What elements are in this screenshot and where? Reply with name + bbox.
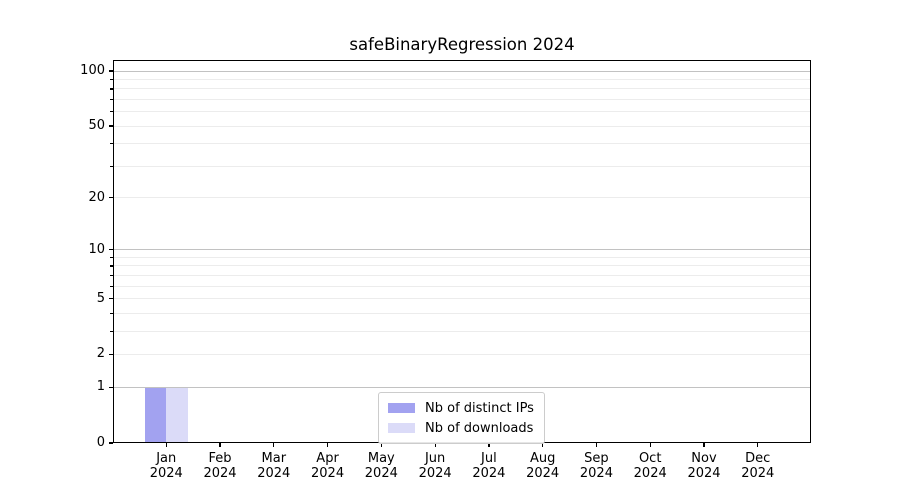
ytick-20: [108, 197, 113, 199]
ytick-10: [108, 249, 113, 251]
xtick-label-jan: Jan 2024: [149, 451, 183, 481]
ytick-label-5: 5: [96, 290, 105, 306]
gridline-y-60: [113, 111, 811, 113]
xtick-label-nov: Nov 2024: [687, 451, 721, 481]
ytick-minor-80: [110, 88, 113, 90]
xtick-label-sep: Sep 2024: [579, 451, 613, 481]
ytick-50: [108, 125, 113, 127]
gridline-y-3: [113, 330, 811, 332]
gridline-y-9: [113, 256, 811, 258]
gridline-y-6: [113, 285, 811, 287]
legend-swatch-downloads: [388, 423, 415, 433]
ytick-label-2: 2: [96, 346, 105, 362]
legend-swatch-distinct-ips: [388, 403, 415, 413]
chart-title: safeBinaryRegression 2024: [349, 35, 575, 54]
bar-nb-of-downloads-jan: [166, 387, 188, 443]
gridline-y-80: [113, 88, 811, 90]
ytick-2: [108, 353, 113, 356]
ytick-label-20: 20: [88, 189, 105, 205]
xtick-label-jun: Jun 2024: [418, 451, 452, 481]
xtick-jul: [488, 443, 490, 447]
ytick-minor-40: [110, 143, 113, 145]
gridline-y-8: [113, 265, 811, 267]
gridline-y-5: [113, 298, 811, 300]
gridline-y-20: [113, 197, 811, 199]
xtick-dec: [757, 443, 759, 447]
gridline-y-30: [113, 165, 811, 167]
ytick-minor-3: [110, 330, 113, 332]
xtick-may: [380, 443, 383, 447]
ytick-label-10: 10: [88, 241, 105, 257]
ytick-minor-9: [110, 256, 113, 259]
gridline-y-50: [113, 125, 811, 127]
xtick-label-may: May 2024: [364, 451, 398, 481]
gridline-y-90: [113, 78, 811, 80]
xtick-sep: [595, 443, 598, 447]
ytick-minor-8: [110, 265, 113, 267]
gridline-y-10: [113, 249, 811, 251]
bar-nb-of-distinct-ips-jan: [144, 387, 167, 443]
gridline-y-100: [113, 70, 811, 72]
ytick-100: [108, 70, 113, 72]
legend-label-distinct-ips: Nb of distinct IPs: [425, 400, 534, 416]
gridline-y-4: [113, 312, 811, 314]
xtick-label-feb: Feb 2024: [203, 451, 237, 481]
legend-item-downloads: Nb of downloads: [388, 418, 534, 438]
gridline-y-2: [113, 353, 811, 355]
xtick-aug: [542, 443, 544, 447]
ytick-minor-70: [110, 98, 113, 101]
xtick-jan: [165, 443, 167, 447]
ytick-minor-6: [110, 285, 113, 287]
ytick-minor-30: [110, 165, 113, 167]
xtick-label-oct: Oct 2024: [633, 451, 667, 481]
gridline-y-7: [113, 274, 811, 276]
xtick-oct: [649, 443, 651, 447]
gridline-y-1: [113, 386, 811, 388]
xtick-jun: [434, 443, 436, 447]
ytick-label-50: 50: [88, 118, 105, 134]
ytick-5: [108, 297, 113, 300]
ytick-label-0: 0: [96, 435, 105, 450]
xtick-label-jul: Jul 2024: [472, 451, 506, 481]
xtick-feb: [219, 443, 221, 447]
gridline-y-40: [113, 143, 811, 145]
ytick-0: [108, 442, 113, 444]
xtick-label-dec: Dec 2024: [741, 451, 775, 481]
xtick-label-aug: Aug 2024: [526, 451, 560, 481]
gridline-y-70: [113, 98, 811, 100]
ytick-label-100: 100: [80, 63, 105, 79]
ytick-minor-7: [110, 274, 113, 277]
ytick-minor-90: [110, 78, 113, 81]
ytick-1: [108, 386, 113, 388]
xtick-apr: [326, 443, 329, 447]
ytick-minor-60: [110, 111, 113, 113]
plot-area: [113, 60, 811, 443]
xtick-nov: [703, 443, 705, 447]
legend: Nb of distinct IPs Nb of downloads: [378, 392, 545, 444]
ytick-minor-4: [110, 312, 113, 314]
xtick-mar: [273, 443, 275, 447]
xtick-label-apr: Apr 2024: [311, 451, 345, 481]
ytick-label-1: 1: [96, 379, 105, 395]
legend-label-downloads: Nb of downloads: [425, 420, 534, 436]
legend-item-distinct-ips: Nb of distinct IPs: [388, 398, 534, 418]
xtick-label-mar: Mar 2024: [257, 451, 291, 481]
